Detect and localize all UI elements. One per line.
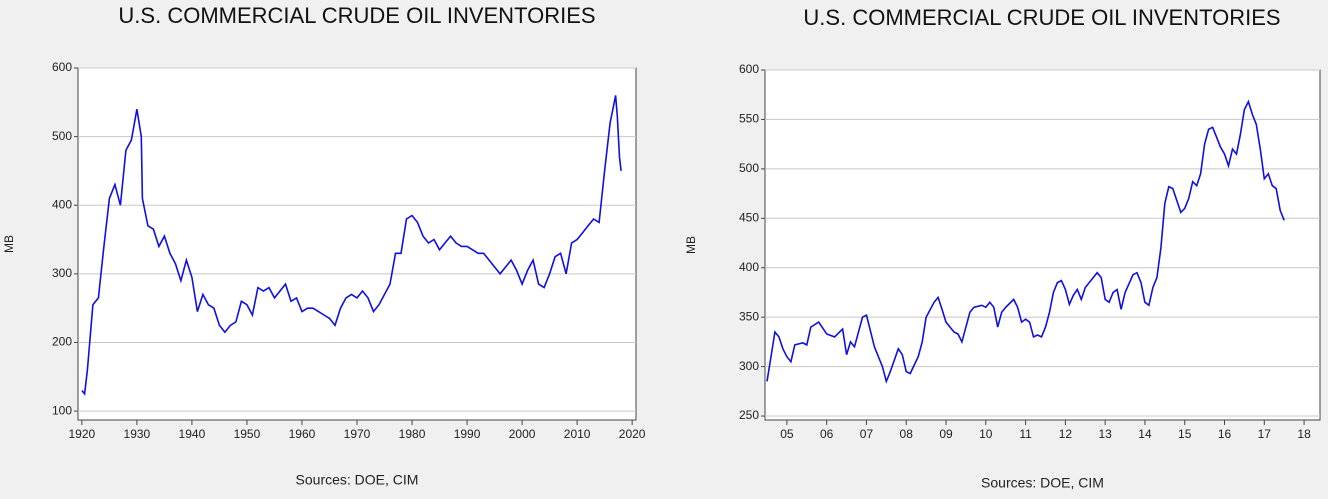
data-line [766,99,1285,384]
y-tick-label: 350 [739,309,759,323]
plot-area [77,67,637,421]
x-tick-label: 16 [1218,427,1232,441]
x-tick-label: 1990 [454,427,481,441]
x-tick-label: 1950 [234,427,261,441]
x-tick-label: 2020 [619,427,646,441]
y-tick-label: 400 [739,260,759,274]
source-note: Sources: DOE, CIM [981,475,1104,491]
y-tick-label: 600 [52,60,72,74]
x-tick-label: 15 [1178,427,1192,441]
data-line [81,95,622,396]
y-tick-label: 600 [739,62,759,76]
x-tick-label: 08 [900,427,914,441]
x-tick-label: 17 [1258,427,1272,441]
chart-title: U.S. COMMERCIAL CRUDE OIL INVENTORIES [803,5,1280,30]
x-tick-label: 18 [1297,427,1311,441]
x-tick-label: 07 [860,427,874,441]
y-tick-label: 100 [52,403,72,417]
chart-title: U.S. COMMERCIAL CRUDE OIL INVENTORIES [118,3,595,28]
x-tick-label: 14 [1138,427,1152,441]
source-note: Sources: DOE, CIM [296,472,419,488]
y-tick-label: 300 [739,359,759,373]
y-tick-label: 250 [739,408,759,422]
x-tick-label: 2000 [509,427,536,441]
y-tick-label: 550 [739,112,759,126]
x-tick-label: 10 [979,427,993,441]
y-tick-label: 400 [52,197,72,211]
x-tick-label: 11 [1019,427,1032,441]
x-tick-label: 1970 [344,427,371,441]
x-tick-label: 1930 [124,427,151,441]
y-tick-label: 500 [739,161,759,175]
x-tick-label: 05 [780,427,794,441]
y-axis-label: MB [2,235,16,253]
x-tick-label: 13 [1098,427,1112,441]
plot-area [764,69,1321,421]
y-tick-label: 450 [739,210,759,224]
y-axis-label: MB [684,236,698,254]
x-tick-label: 06 [820,427,834,441]
x-tick-label: 12 [1059,427,1073,441]
chart: U.S. COMMERCIAL CRUDE OIL INVENTORIES 250… [684,5,1321,491]
y-tick-label: 500 [52,129,72,143]
chart: U.S. COMMERCIAL CRUDE OIL INVENTORIES 100… [2,3,646,488]
x-tick-label: 09 [939,427,953,441]
y-tick-label: 200 [52,335,72,349]
x-tick-label: 1960 [289,427,316,441]
x-tick-label: 1920 [69,427,96,441]
y-tick-label: 300 [52,266,72,280]
x-tick-label: 1940 [179,427,206,441]
x-tick-label: 1980 [399,427,426,441]
x-tick-label: 2010 [564,427,591,441]
